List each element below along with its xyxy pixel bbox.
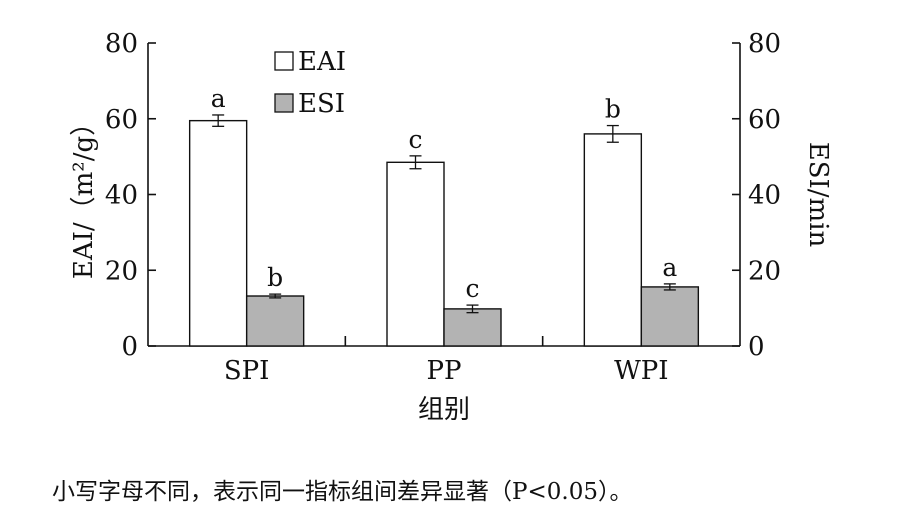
legend-swatch-eai <box>274 51 294 71</box>
bar-esi <box>245 295 305 347</box>
x-axis-title: 组别 <box>418 395 470 425</box>
bar-eai <box>188 119 248 347</box>
y-tick-label-right: 80 <box>748 29 781 59</box>
bar-esi <box>640 286 700 347</box>
legend-label-eai: EAI <box>298 47 346 77</box>
y-tick-label-left: 20 <box>105 256 138 286</box>
legend-label-esi: ESI <box>298 89 345 119</box>
chart-labels: SPI PP WPI a b c c b a EAI/（m²/g） ESI/min 组别 <box>69 84 833 425</box>
y-tick-label-right: 20 <box>748 256 781 286</box>
bar-chart: 0 20 40 60 80 0 20 40 60 80 SPI PP WPI a b c c b a EAI/（m²… <box>69 29 833 425</box>
significance-label: c <box>465 274 479 303</box>
x-tick-label: SPI <box>224 356 270 386</box>
significance-label: c <box>408 125 422 154</box>
significance-label: a <box>662 253 677 282</box>
significance-label: b <box>267 263 283 292</box>
x-tick-label: WPI <box>614 356 669 386</box>
x-tick-label: PP <box>427 356 462 386</box>
significance-label: a <box>211 84 226 113</box>
chart-bars <box>188 114 700 347</box>
footnote: 小写字母不同，表示同一指标组间差异显著（P<0.05）。 <box>52 479 633 505</box>
chart-legend: EAI ESI <box>274 47 346 119</box>
significance-label: b <box>605 95 621 124</box>
bar-eai <box>386 161 445 347</box>
y-tick-label-left: 40 <box>105 181 138 211</box>
chart-axes: 0 20 40 60 80 0 20 40 60 80 <box>105 29 781 362</box>
y-tick-label-right: 40 <box>748 181 781 211</box>
y-tick-label-left: 80 <box>105 29 138 59</box>
y-axis-title-left: EAI/（m²/g） <box>69 110 99 279</box>
y-axis-title-right: ESI/min <box>803 142 833 248</box>
legend-swatch-esi <box>274 93 294 113</box>
bar-eai <box>583 133 643 347</box>
y-tick-label-left: 60 <box>105 105 138 135</box>
y-tick-label-right: 60 <box>748 105 781 135</box>
y-tick-label-right: 0 <box>748 332 765 362</box>
bar-esi <box>443 308 502 347</box>
y-tick-label-left: 0 <box>121 332 138 362</box>
